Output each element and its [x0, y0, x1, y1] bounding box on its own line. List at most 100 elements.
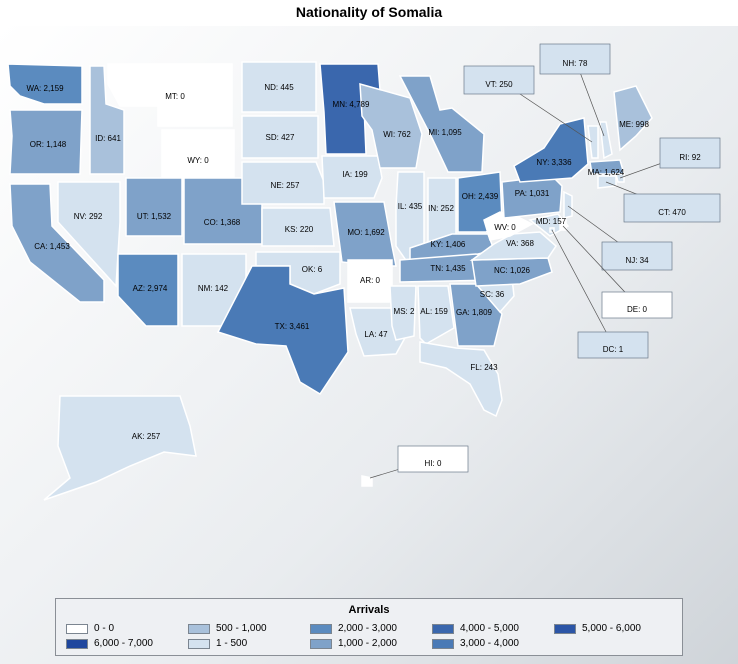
- state-label-nj: NJ: 34: [625, 256, 649, 265]
- state-ia[interactable]: [321, 155, 383, 199]
- legend-item: 3,000 - 4,000: [432, 638, 554, 649]
- legend-swatch: [554, 623, 576, 634]
- legend-swatch: [188, 623, 210, 634]
- state-label-nv: NV: 292: [74, 212, 103, 221]
- map-title: Nationality of Somalia: [295, 4, 443, 20]
- state-label-mn: MN: 4,789: [333, 100, 370, 109]
- state-mt[interactable]: [107, 63, 233, 127]
- legend-title: Arrivals: [348, 604, 390, 616]
- state-nh[interactable]: [599, 121, 613, 160]
- state-vt[interactable]: [587, 125, 599, 159]
- callout-box-dc[interactable]: [577, 331, 649, 359]
- state-label-nh: NH: 78: [563, 59, 588, 68]
- state-wa[interactable]: [7, 63, 83, 105]
- state-ks[interactable]: [261, 207, 335, 247]
- legend-label: 3,000 - 4,000: [460, 638, 519, 649]
- legend-swatch: [188, 638, 210, 649]
- state-mo[interactable]: [333, 201, 397, 267]
- legend-swatch: [310, 623, 332, 634]
- state-sd[interactable]: [241, 115, 319, 159]
- callout-line: [551, 229, 614, 346]
- us-choropleth-map: WA: 2,159 OR: 1,148 CA: 1,453 ID: 641 NV: 29…: [7, 43, 721, 501]
- state-label-la: LA: 47: [364, 330, 388, 339]
- state-label-pa: PA: 1,031: [515, 189, 550, 198]
- state-label-mi: MI: 1,095: [428, 128, 462, 137]
- state-fl[interactable]: [419, 341, 503, 418]
- legend-item: 4,000 - 5,000: [432, 623, 554, 634]
- state-de[interactable]: [559, 216, 567, 231]
- state-label-ar: AR: 0: [360, 276, 381, 285]
- state-label-il: IL: 435: [398, 202, 423, 211]
- state-label-me: ME: 998: [619, 120, 649, 129]
- state-ct[interactable]: [597, 175, 617, 189]
- state-label-wa: WA: 2,159: [26, 84, 64, 93]
- state-nj[interactable]: [563, 190, 573, 219]
- state-label-dc: DC: 1: [603, 345, 624, 354]
- state-az[interactable]: [117, 253, 179, 327]
- state-label-vt: VT: 250: [485, 80, 513, 89]
- legend-label: 5,000 - 6,000: [582, 623, 641, 634]
- state-ny[interactable]: [513, 117, 589, 183]
- callout-box-ri[interactable]: [659, 137, 721, 169]
- state-nd[interactable]: [241, 61, 317, 113]
- state-label-ak: AK: 257: [132, 432, 161, 441]
- state-wi[interactable]: [359, 82, 423, 169]
- legend-swatch: [310, 638, 332, 649]
- callout-box-de[interactable]: [601, 291, 673, 319]
- state-label-va: VA: 368: [506, 239, 534, 248]
- state-label-nc: NC: 1,026: [494, 266, 531, 275]
- legend-swatch: [432, 638, 454, 649]
- state-label-mt: MT: 0: [165, 92, 185, 101]
- legend-label: 1,000 - 2,000: [338, 638, 397, 649]
- state-label-hi: HI: 0: [425, 459, 442, 468]
- state-label-wi: WI: 762: [383, 130, 411, 139]
- state-label-ky: KY: 1,406: [431, 240, 466, 249]
- state-wv[interactable]: [483, 211, 534, 241]
- state-label-in: IN: 252: [428, 204, 454, 213]
- legend-swatch: [66, 623, 88, 634]
- state-label-ct: CT: 470: [658, 208, 686, 217]
- callout-box-hi[interactable]: [397, 445, 469, 473]
- map-area: WA: 2,159 OR: 1,148 CA: 1,453 ID: 641 NV: 29…: [0, 26, 738, 664]
- legend-label: 500 - 1,000: [216, 623, 267, 634]
- state-hi[interactable]: [361, 475, 373, 487]
- state-mi[interactable]: [398, 75, 485, 173]
- state-label-ok: OK: 6: [302, 265, 323, 274]
- state-label-tn: TN: 1,435: [430, 264, 466, 273]
- callout-box-nh[interactable]: [539, 43, 611, 75]
- state-id[interactable]: [89, 65, 125, 175]
- callout-box-vt[interactable]: [463, 65, 535, 95]
- state-label-ga: GA: 1,809: [456, 308, 493, 317]
- state-or[interactable]: [9, 109, 83, 175]
- legend-item: 1 - 500: [188, 638, 310, 649]
- state-md[interactable]: [528, 213, 570, 237]
- state-label-ut: UT: 1,532: [137, 212, 172, 221]
- state-ms[interactable]: [389, 285, 417, 341]
- legend-item: 2,000 - 3,000: [310, 623, 432, 634]
- state-label-az: AZ: 2,974: [133, 284, 168, 293]
- callout-box-ct[interactable]: [623, 193, 721, 223]
- state-ak[interactable]: [43, 395, 197, 501]
- legend-label: 4,000 - 5,000: [460, 623, 519, 634]
- legend-label: 1 - 500: [216, 638, 248, 649]
- legend-items: 0 - 0 500 - 1,000 2,000 - 3,000 4,000 - 5,0…: [66, 623, 676, 649]
- state-ca[interactable]: [9, 183, 105, 303]
- state-label-ks: KS: 220: [285, 225, 314, 234]
- state-label-ms: MS: 2: [394, 307, 415, 316]
- state-label-oh: OH: 2,439: [462, 192, 499, 201]
- state-ut[interactable]: [125, 177, 183, 237]
- state-label-tx: TX: 3,461: [275, 322, 310, 331]
- legend-item: 0 - 0: [66, 623, 188, 634]
- legend-label: 2,000 - 3,000: [338, 623, 397, 634]
- state-label-al: AL: 159: [420, 307, 448, 316]
- state-label-de: DE: 0: [627, 305, 648, 314]
- state-label-wv: WV: 0: [494, 223, 516, 232]
- state-me[interactable]: [613, 85, 653, 152]
- callout-box-nj[interactable]: [601, 241, 673, 271]
- state-al[interactable]: [417, 285, 455, 345]
- legend-swatch: [432, 623, 454, 634]
- state-label-wy: WY: 0: [187, 156, 209, 165]
- state-tx[interactable]: [216, 265, 349, 396]
- legend: Arrivals 0 - 0 500 - 1,000 2,000 - 3,000 4,…: [55, 598, 683, 656]
- legend-item: 6,000 - 7,000: [66, 638, 188, 649]
